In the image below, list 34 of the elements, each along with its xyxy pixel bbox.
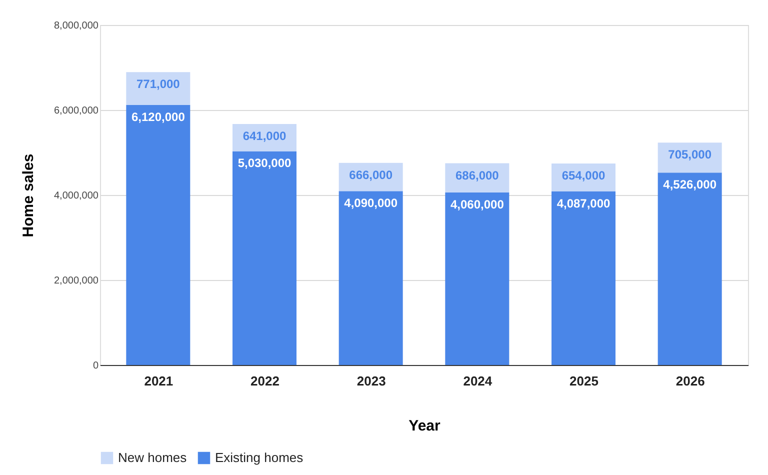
y-tick-label: 4,000,000 xyxy=(54,190,99,202)
data-label: 4,060,000 xyxy=(450,197,504,212)
x-tick-label: 2025 xyxy=(570,374,598,388)
legend-label: New homes xyxy=(118,450,188,465)
y-axis-title: Home sales xyxy=(20,154,38,238)
x-tick-label: 2023 xyxy=(356,374,386,388)
bar xyxy=(338,191,403,365)
x-tick-label: 2026 xyxy=(676,374,705,388)
data-label: 705,000 xyxy=(668,148,712,162)
data-label: 4,526,000 xyxy=(663,178,717,192)
data-label: 686,000 xyxy=(455,168,500,182)
bar xyxy=(445,192,510,365)
data-label: 5,030,000 xyxy=(238,156,292,170)
y-tick-label: 2,000,000 xyxy=(54,276,99,286)
x-tick-label: 2024 xyxy=(463,374,493,388)
y-tick-label: 0 xyxy=(92,360,99,372)
data-label: 666,000 xyxy=(349,168,393,182)
data-label: 771,000 xyxy=(136,77,180,92)
data-label: 6,120,000 xyxy=(131,110,186,124)
legend-label: Existing homes xyxy=(215,450,304,465)
data-label: 4,087,000 xyxy=(556,196,611,210)
y-tick-label: 8,000,000 xyxy=(54,20,99,32)
bar xyxy=(126,104,190,365)
bar xyxy=(126,72,190,105)
x-tick-label: 2021 xyxy=(144,374,174,388)
data-label: 654,000 xyxy=(562,168,606,183)
bar xyxy=(232,151,296,365)
y-tick-label: 6,000,000 xyxy=(54,106,99,116)
x-axis-title: Year xyxy=(408,418,441,434)
bar xyxy=(658,172,722,365)
bar xyxy=(552,191,616,365)
data-label: 4,090,000 xyxy=(344,196,398,210)
data-label: 641,000 xyxy=(242,128,287,143)
x-tick-label: 2022 xyxy=(250,374,280,388)
